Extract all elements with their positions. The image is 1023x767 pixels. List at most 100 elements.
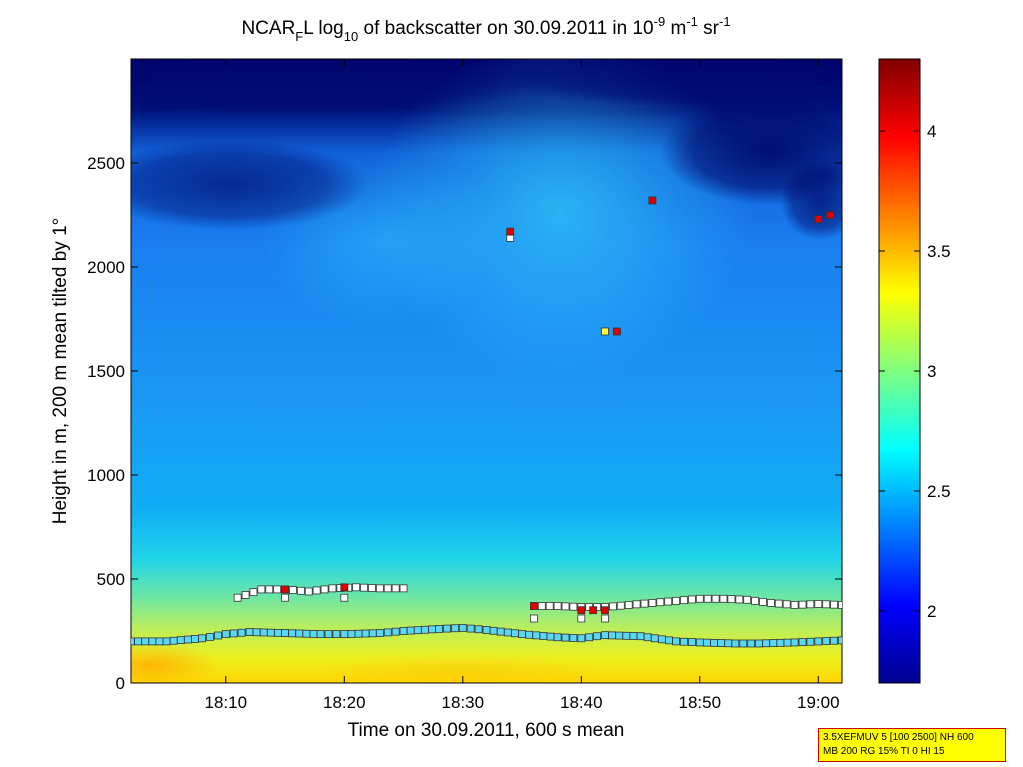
data-point	[577, 606, 586, 615]
data-point	[296, 586, 305, 595]
data-point	[233, 593, 242, 602]
x-tick-label: 18:30	[442, 693, 485, 712]
data-point	[743, 595, 752, 604]
data-point	[539, 632, 548, 640]
data-point	[134, 637, 143, 646]
data-point	[141, 637, 150, 646]
data-point	[274, 628, 282, 637]
data-point	[553, 602, 562, 610]
data-point	[309, 630, 318, 638]
y-tick-label: 500	[97, 570, 125, 589]
data-point	[347, 630, 356, 638]
data-markers	[131, 196, 842, 648]
data-point	[608, 631, 617, 640]
data-point	[206, 632, 214, 641]
data-point	[755, 639, 763, 648]
data-point	[169, 636, 178, 645]
data-point	[711, 594, 720, 603]
data-point	[155, 637, 164, 646]
x-tick-label: 18:10	[205, 693, 248, 712]
data-point	[703, 638, 711, 647]
data-point	[249, 588, 258, 597]
data-point	[361, 629, 370, 638]
data-point	[624, 601, 633, 609]
y-tick-label: 0	[116, 674, 125, 693]
data-point	[798, 638, 807, 646]
y-tick-label: 1000	[87, 466, 125, 485]
data-point	[783, 638, 792, 647]
data-point	[466, 624, 475, 633]
data-point	[391, 627, 400, 636]
data-point	[830, 600, 838, 609]
data-point	[710, 638, 718, 647]
data-point	[629, 632, 638, 640]
data-point	[176, 636, 185, 645]
data-point	[229, 629, 238, 638]
colorbar-axis: 2 2.5 3 3.5 4	[879, 122, 951, 621]
y-tick-label: 1500	[87, 362, 125, 381]
data-point	[719, 594, 728, 603]
data-point	[406, 626, 415, 635]
data-point	[328, 584, 337, 593]
y-axis-label: Height in m, 200 m mean tilted by 1°	[50, 218, 71, 524]
data-point	[569, 602, 578, 611]
data-point	[688, 595, 696, 604]
data-point	[577, 614, 586, 623]
x-axis: 18:10 18:20 18:30 18:40 18:50 19:00	[205, 59, 840, 712]
data-point	[751, 596, 759, 605]
colorbar-tick-label: 3	[927, 362, 936, 381]
y-tick-label: 2500	[87, 154, 125, 173]
data-point	[822, 637, 831, 645]
x-tick-label: 18:40	[560, 693, 603, 712]
data-point	[399, 627, 408, 635]
chart-title: NCARFL log10 of backscatter on 30.09.201…	[241, 14, 730, 44]
y-tick-label: 2000	[87, 258, 125, 277]
data-point	[391, 584, 400, 593]
data-point	[450, 624, 459, 633]
data-point	[241, 591, 250, 599]
data-point	[183, 635, 192, 644]
data-point	[518, 630, 526, 639]
data-point	[252, 628, 261, 637]
data-point	[259, 628, 268, 637]
data-point	[769, 639, 778, 647]
data-point	[148, 637, 157, 646]
data-point	[672, 596, 680, 605]
heatmap-field	[131, 59, 842, 683]
data-point	[735, 595, 744, 604]
data-point	[530, 614, 538, 623]
data-point	[131, 637, 135, 646]
data-point	[790, 638, 799, 647]
data-point	[435, 625, 444, 633]
data-point	[759, 597, 767, 606]
data-point	[289, 586, 297, 594]
data-point	[332, 630, 341, 639]
data-point	[838, 601, 842, 609]
data-point	[814, 637, 823, 646]
data-point	[838, 636, 842, 645]
data-point	[360, 583, 368, 592]
data-point	[354, 629, 363, 638]
data-point	[672, 637, 680, 646]
data-point	[399, 584, 408, 593]
data-point	[375, 584, 384, 593]
data-point	[762, 639, 771, 648]
data-point	[162, 637, 171, 646]
data-point	[320, 585, 329, 594]
data-point	[589, 606, 598, 615]
data-point	[503, 628, 512, 637]
data-point	[577, 634, 586, 643]
colorbar-tick-label: 2.5	[927, 482, 951, 501]
data-point	[545, 602, 554, 610]
info-line-1: 3.5XEFMUV 5 [100 2500] NH 600	[823, 732, 974, 743]
data-point	[213, 631, 222, 640]
data-point	[340, 630, 349, 639]
data-point	[601, 614, 609, 623]
data-point	[569, 634, 578, 642]
data-point	[265, 585, 274, 594]
data-point	[383, 584, 392, 593]
data-point	[443, 624, 451, 633]
data-point	[553, 633, 562, 642]
data-point	[281, 629, 289, 637]
